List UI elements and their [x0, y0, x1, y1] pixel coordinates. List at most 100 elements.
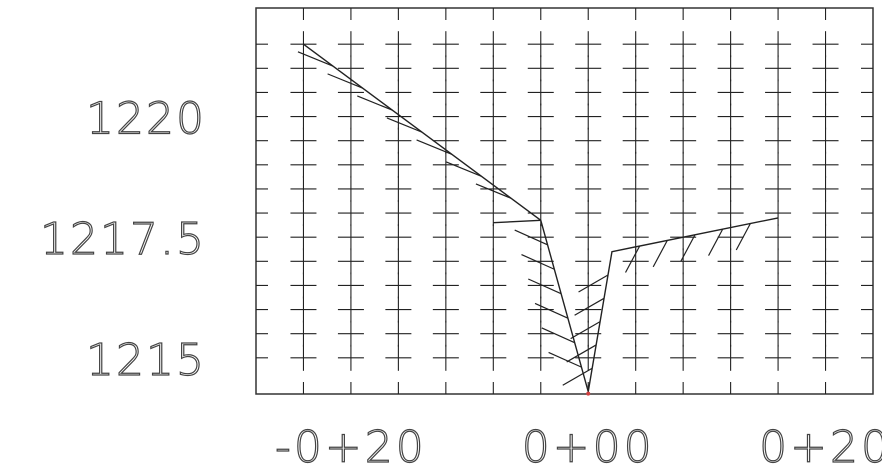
grid-cross — [575, 31, 602, 58]
grid-cross — [670, 320, 697, 347]
grid-cross — [575, 151, 602, 178]
grid-cross — [765, 296, 792, 323]
grid-cross — [385, 31, 412, 58]
hachure-mark — [566, 344, 597, 363]
grid-cross — [385, 127, 412, 154]
grid-cross — [337, 224, 364, 251]
hachure-mark — [528, 278, 562, 295]
grid-cross — [622, 272, 649, 299]
grid-cross — [670, 272, 697, 299]
grid-cross — [717, 175, 744, 202]
hachure-mark — [327, 73, 364, 89]
grid-cross — [385, 175, 412, 202]
hachure-mark — [416, 139, 453, 155]
hachure-mark — [541, 327, 575, 344]
grid-cross — [432, 31, 459, 58]
grid-cross — [812, 31, 839, 58]
grid-cross — [290, 248, 317, 275]
grid-cross — [480, 151, 507, 178]
grid-cross — [622, 127, 649, 154]
grid-cross — [480, 200, 507, 227]
grid-cross — [765, 320, 792, 347]
grid-cross — [527, 55, 554, 82]
grid-cross — [717, 79, 744, 106]
grid-cross — [575, 200, 602, 227]
grid-cross — [812, 103, 839, 130]
hachure-mark — [548, 351, 582, 368]
grid-cross — [527, 248, 554, 275]
grid-cross — [670, 296, 697, 323]
grid-cross — [622, 320, 649, 347]
grid-cross — [527, 31, 554, 58]
grid-cross — [622, 151, 649, 178]
grid-cross — [480, 320, 507, 347]
x-tick-label: 0+00 — [522, 422, 655, 473]
grid-cross — [290, 79, 317, 106]
grid-cross — [575, 55, 602, 82]
hachure-mark — [570, 321, 601, 340]
grid-cross — [622, 55, 649, 82]
grid-cross — [432, 151, 459, 178]
grid-cross — [765, 344, 792, 371]
grid-cross — [765, 224, 792, 251]
y-tick-label: 1215 — [86, 335, 206, 386]
grid-cross — [622, 31, 649, 58]
grid-cross — [432, 55, 459, 82]
grid-cross — [385, 272, 412, 299]
hachure-mark — [624, 245, 641, 273]
grid-cross — [385, 344, 412, 371]
grid-cross — [432, 79, 459, 106]
grid-cross — [670, 127, 697, 154]
grid-cross — [385, 320, 412, 347]
grid-cross — [290, 296, 317, 323]
grid-cross — [765, 127, 792, 154]
grid-cross — [765, 248, 792, 275]
grid-cross — [670, 31, 697, 58]
hachure-mark — [534, 302, 569, 319]
y-tick-label: 1220 — [86, 94, 206, 145]
grid-cross — [290, 272, 317, 299]
grid-cross — [812, 151, 839, 178]
grid-cross — [385, 151, 412, 178]
grid-cross — [337, 344, 364, 371]
hachure-mark — [680, 234, 696, 262]
grid-cross — [290, 175, 317, 202]
grid-cross — [717, 151, 744, 178]
grid-cross — [812, 272, 839, 299]
hachure-mark — [446, 161, 482, 177]
grid-cross — [480, 224, 507, 251]
grid-cross — [575, 79, 602, 106]
grid-cross — [290, 103, 317, 130]
hachure-mark — [735, 223, 751, 251]
hachure-mark — [578, 274, 609, 293]
grid-cross — [812, 127, 839, 154]
hachure-mark — [562, 367, 593, 386]
grid-cross — [717, 296, 744, 323]
grid-cross — [480, 103, 507, 130]
grid-cross — [670, 79, 697, 106]
hachure-mark — [708, 228, 724, 256]
grid-cross — [622, 344, 649, 371]
grid-cross — [480, 296, 507, 323]
grid-cross — [290, 320, 317, 347]
grid-cross — [765, 151, 792, 178]
grid-cross — [765, 55, 792, 82]
grid-cross — [432, 200, 459, 227]
hachure-mark — [357, 95, 393, 111]
grid-cross — [765, 103, 792, 130]
grid-cross — [385, 224, 412, 251]
x-tick-label: 0+20 — [759, 422, 882, 473]
grid-cross — [717, 31, 744, 58]
grid-cross — [527, 151, 554, 178]
grid-cross — [575, 296, 602, 323]
grid-cross — [480, 31, 507, 58]
grid-cross — [812, 55, 839, 82]
grid-cross — [717, 344, 744, 371]
grid-cross — [290, 151, 317, 178]
grid-cross — [290, 55, 317, 82]
grid-cross — [480, 344, 507, 371]
grid-cross — [622, 175, 649, 202]
grid-cross — [337, 127, 364, 154]
grid-cross — [432, 344, 459, 371]
